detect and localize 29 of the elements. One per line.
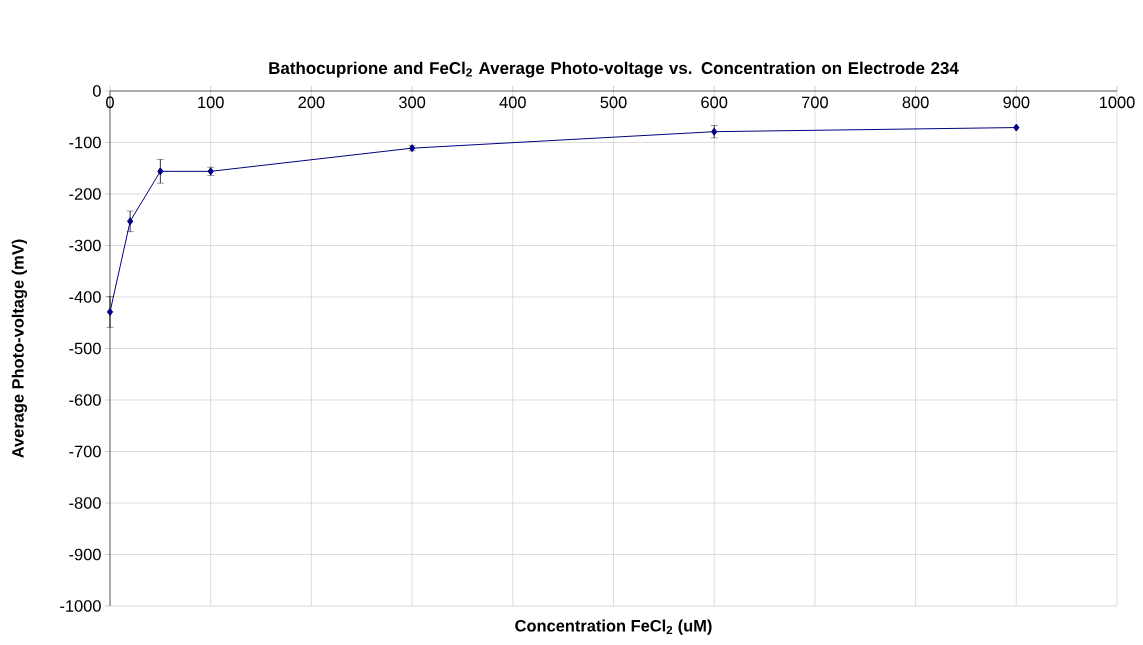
x-axis-title: Concentration FeCl$_{2}$ (uM) <box>515 619 712 635</box>
y-tick-label: -800 <box>69 497 101 509</box>
x-tick-label: 1000 <box>1099 96 1135 109</box>
y-tick-label: -700 <box>69 445 101 458</box>
point <box>106 307 114 316</box>
x-tick-label: 600 <box>701 96 728 109</box>
y-tick-label: 0 <box>92 85 101 97</box>
y-tick-label: -600 <box>69 394 101 406</box>
y-tick-label: -200 <box>69 188 101 200</box>
point <box>157 167 164 176</box>
chart-title: Bathocuprione and FeCl$_{2}$ Average Photo-voltage vs. Concentration on Electrode 234 <box>269 61 959 78</box>
point <box>127 217 134 226</box>
point <box>1013 123 1020 132</box>
x-tick-label: 200 <box>298 96 325 109</box>
x-tick-label: 900 <box>1003 96 1030 109</box>
y-tick-label: -400 <box>69 291 101 303</box>
x-tick-label: 0 <box>106 96 114 109</box>
x-tick-label: 100 <box>198 96 224 109</box>
y-tick-label: -300 <box>69 239 101 252</box>
x-tick-label: 400 <box>499 96 526 109</box>
y-tick-label: -900 <box>69 548 101 561</box>
y-tick-label: -1000 <box>60 600 101 612</box>
x-tick-label: 800 <box>902 96 929 109</box>
y-axis-title: Average Photo-voltage (mV) <box>11 239 28 458</box>
y-tick-label: -500 <box>69 342 101 355</box>
x-tick-label: 500 <box>600 96 627 109</box>
y-tick-label: -100 <box>69 136 101 149</box>
x-tick-label: 300 <box>399 96 426 109</box>
x-tick-label: 700 <box>802 96 828 109</box>
